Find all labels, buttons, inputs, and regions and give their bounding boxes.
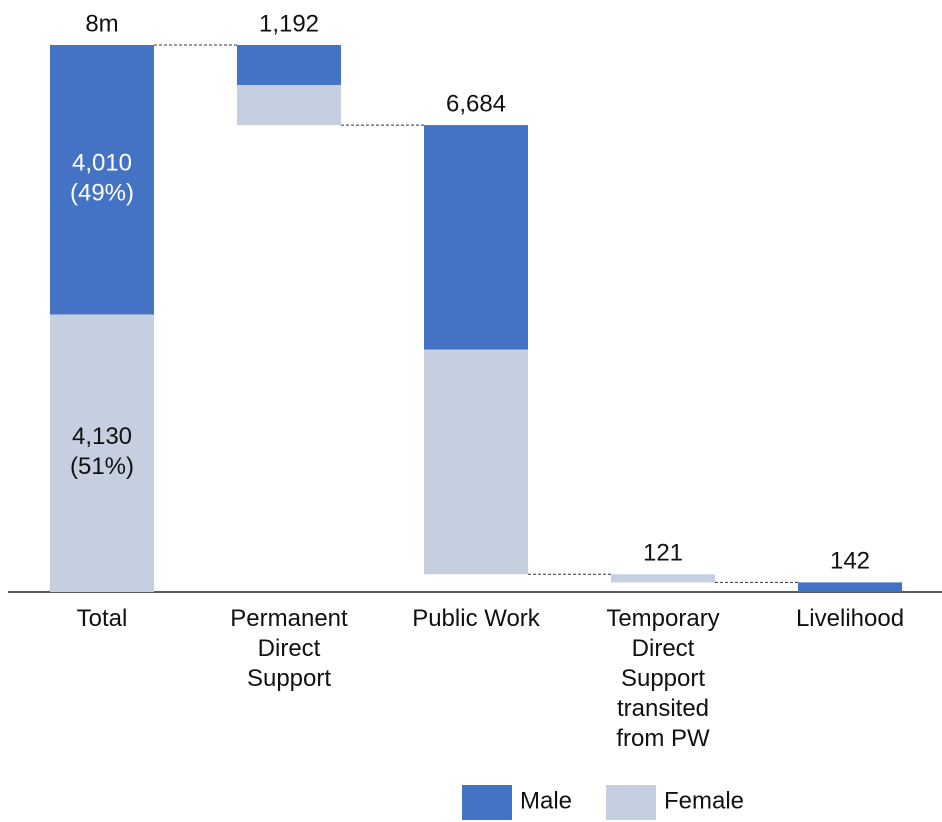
value-label-line: 4,130 <box>72 424 132 451</box>
total-label: 8m <box>85 10 118 37</box>
total-label: 121 <box>643 540 683 567</box>
bar-segment <box>237 84 341 126</box>
x-tick-label-line: Direct <box>258 635 321 662</box>
x-tick-label: Permanent Direct Support <box>230 605 348 692</box>
total-label: 1,192 <box>259 10 319 37</box>
bar-segment <box>798 582 902 592</box>
legend-label: Male <box>520 787 572 814</box>
value-label-line: (49%) <box>70 180 134 207</box>
legend-label: Female <box>664 787 744 814</box>
x-tick-label-line: Support <box>247 665 331 692</box>
value-label: 4,130 (51%) <box>70 424 134 481</box>
x-tick-label: Livelihood <box>796 605 904 632</box>
bar-segment <box>424 125 528 350</box>
value-label: 4,010 (49%) <box>70 150 134 207</box>
bar-segment <box>611 574 715 583</box>
x-tick-label-line: Public Work <box>412 605 541 632</box>
x-tick-label-line: Direct <box>632 635 695 662</box>
x-tick-label-line: Temporary <box>606 605 719 632</box>
x-tick-label-line: Support <box>621 665 705 692</box>
x-tick-label-line: Permanent <box>230 605 348 632</box>
x-tick-label-line: transited <box>617 695 709 722</box>
value-label-line: (51%) <box>70 454 134 481</box>
bar-segment <box>237 45 341 85</box>
x-tick-label-line: Total <box>77 605 128 632</box>
bar-segment <box>50 45 154 315</box>
bar-segment <box>50 314 154 592</box>
legend-swatch <box>606 785 656 820</box>
legend-swatch <box>462 785 512 820</box>
x-tick-label: Temporary Direct Support transited from PW <box>606 605 719 752</box>
total-label: 142 <box>830 548 870 575</box>
total-label: 6,684 <box>446 90 506 117</box>
x-tick-label-line: from PW <box>616 725 710 752</box>
x-tick-label: Public Work <box>412 605 541 632</box>
x-tick-label-line: Livelihood <box>796 605 904 632</box>
x-tick-label: Total <box>77 605 128 632</box>
bar-segment <box>424 349 528 575</box>
value-label-line: 4,010 <box>72 150 132 177</box>
